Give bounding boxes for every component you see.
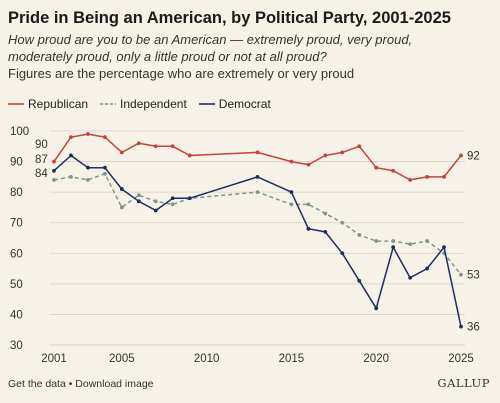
- legend-label-independent: Independent: [120, 97, 187, 111]
- data-point-democrat-2025: [459, 324, 463, 329]
- y-tick-label-40: 40: [10, 309, 23, 321]
- data-point-independent-2003: [86, 178, 90, 182]
- x-tick-label-2020: 2020: [363, 353, 389, 365]
- data-point-republican-2016: [306, 162, 311, 167]
- legend-label-republican: Republican: [28, 97, 89, 111]
- data-point-republican-2022: [408, 178, 413, 182]
- gallup-logo: GALLUP: [437, 376, 490, 390]
- data-point-independent-2025: [459, 272, 463, 277]
- legend-swatch-democrat: [198, 103, 215, 105]
- data-point-democrat-2024: [442, 245, 446, 250]
- data-point-republican-2002: [69, 135, 73, 140]
- data-point-independent-2019: [357, 233, 362, 237]
- chart-legend: Republican Independent Democrat: [8, 96, 283, 112]
- data-point-republican-2024: [442, 174, 446, 179]
- data-point-republican-2019: [357, 144, 362, 149]
- data-point-republican-2023: [425, 174, 429, 179]
- data-point-independent-2022: [408, 242, 413, 247]
- data-point-independent-2016: [306, 202, 311, 207]
- series-line-republican: [53, 133, 462, 181]
- data-point-democrat-2013: [255, 174, 260, 179]
- x-tick-label-2025: 2025: [448, 353, 474, 365]
- x-tick-label-2015: 2015: [279, 353, 305, 365]
- data-point-democrat-2023: [425, 266, 429, 271]
- y-tick-label-80: 80: [10, 187, 23, 199]
- series-line-democrat: [53, 154, 462, 327]
- data-point-democrat-2001: [52, 168, 56, 173]
- legend-swatch-republican: [8, 103, 24, 105]
- data-point-democrat-2009: [187, 196, 192, 201]
- data-point-independent-2002: [69, 174, 73, 179]
- start-label-republican: 90: [35, 139, 48, 151]
- data-point-republican-2021: [391, 168, 396, 173]
- footer-links[interactable]: Get the data • Download image: [8, 378, 154, 390]
- data-point-independent-2005: [119, 205, 124, 210]
- data-point-democrat-2002: [69, 153, 73, 158]
- y-tick-label-30: 30: [10, 340, 23, 352]
- data-point-republican-2018: [340, 150, 345, 155]
- data-point-democrat-2016: [306, 226, 311, 231]
- legend-item-republican: Republican: [8, 97, 88, 111]
- data-point-independent-2015: [289, 202, 294, 207]
- data-point-democrat-2005: [119, 187, 124, 191]
- data-point-democrat-2020: [374, 306, 379, 311]
- data-point-republican-2005: [119, 150, 124, 155]
- data-point-democrat-2007: [153, 208, 158, 213]
- data-point-republican-2013: [255, 150, 260, 155]
- data-point-independent-2006: [136, 193, 141, 198]
- end-label-independent: 53: [467, 270, 480, 282]
- data-point-democrat-2019: [357, 278, 362, 283]
- data-point-democrat-2003: [86, 165, 90, 170]
- x-tick-label-2001: 2001: [41, 353, 67, 365]
- start-label-independent: 84: [35, 168, 48, 180]
- data-point-republican-2004: [102, 135, 107, 140]
- data-point-democrat-2022: [408, 275, 413, 280]
- data-point-independent-2004: [102, 171, 107, 176]
- data-point-republican-2009: [187, 153, 192, 158]
- data-point-independent-2018: [340, 220, 345, 225]
- data-point-republican-2007: [153, 144, 158, 149]
- data-point-democrat-2006: [136, 199, 141, 204]
- data-point-republican-2003: [86, 132, 90, 136]
- x-tick-label-2010: 2010: [194, 353, 220, 365]
- data-point-democrat-2017: [323, 229, 328, 234]
- data-point-independent-2008: [170, 202, 175, 207]
- legend-swatch-independent: [100, 103, 117, 105]
- data-point-independent-2013: [255, 190, 260, 195]
- data-point-independent-2017: [323, 211, 328, 216]
- chart-note: Figures are the percentage who are extre…: [8, 66, 355, 81]
- data-point-independent-2020: [374, 239, 379, 243]
- y-tick-label-70: 70: [10, 218, 23, 230]
- data-point-republican-2015: [289, 159, 294, 164]
- data-point-republican-2025: [459, 153, 463, 158]
- end-label-republican: 92: [467, 150, 480, 162]
- y-tick-label-60: 60: [10, 248, 23, 260]
- data-point-independent-2021: [391, 239, 396, 243]
- data-point-democrat-2008: [170, 196, 175, 201]
- start-label-democrat: 87: [35, 154, 48, 166]
- y-tick-label-90: 90: [10, 157, 23, 169]
- chart-subtitle: How proud are you to be an American — ex…: [8, 32, 413, 64]
- legend-item-democrat: Democrat: [198, 97, 271, 111]
- x-tick-label-2005: 2005: [109, 353, 135, 365]
- legend-label-democrat: Democrat: [218, 97, 271, 111]
- data-point-independent-2001: [52, 178, 56, 182]
- legend-item-independent: Independent: [100, 97, 187, 111]
- data-point-democrat-2004: [102, 165, 107, 170]
- data-point-republican-2006: [136, 141, 141, 146]
- data-point-independent-2023: [425, 239, 429, 243]
- data-point-republican-2001: [52, 159, 56, 164]
- y-tick-label-100: 100: [10, 126, 29, 138]
- chart-title: Pride in Being an American, by Political…: [8, 9, 451, 27]
- data-point-republican-2017: [323, 153, 328, 158]
- data-point-democrat-2015: [289, 190, 294, 195]
- data-point-democrat-2021: [391, 245, 396, 250]
- data-point-independent-2007: [153, 199, 158, 204]
- end-label-democrat: 36: [467, 322, 480, 334]
- y-tick-label-50: 50: [10, 279, 23, 291]
- data-point-republican-2008: [170, 144, 175, 149]
- data-point-democrat-2018: [340, 251, 345, 256]
- data-point-republican-2020: [374, 165, 379, 170]
